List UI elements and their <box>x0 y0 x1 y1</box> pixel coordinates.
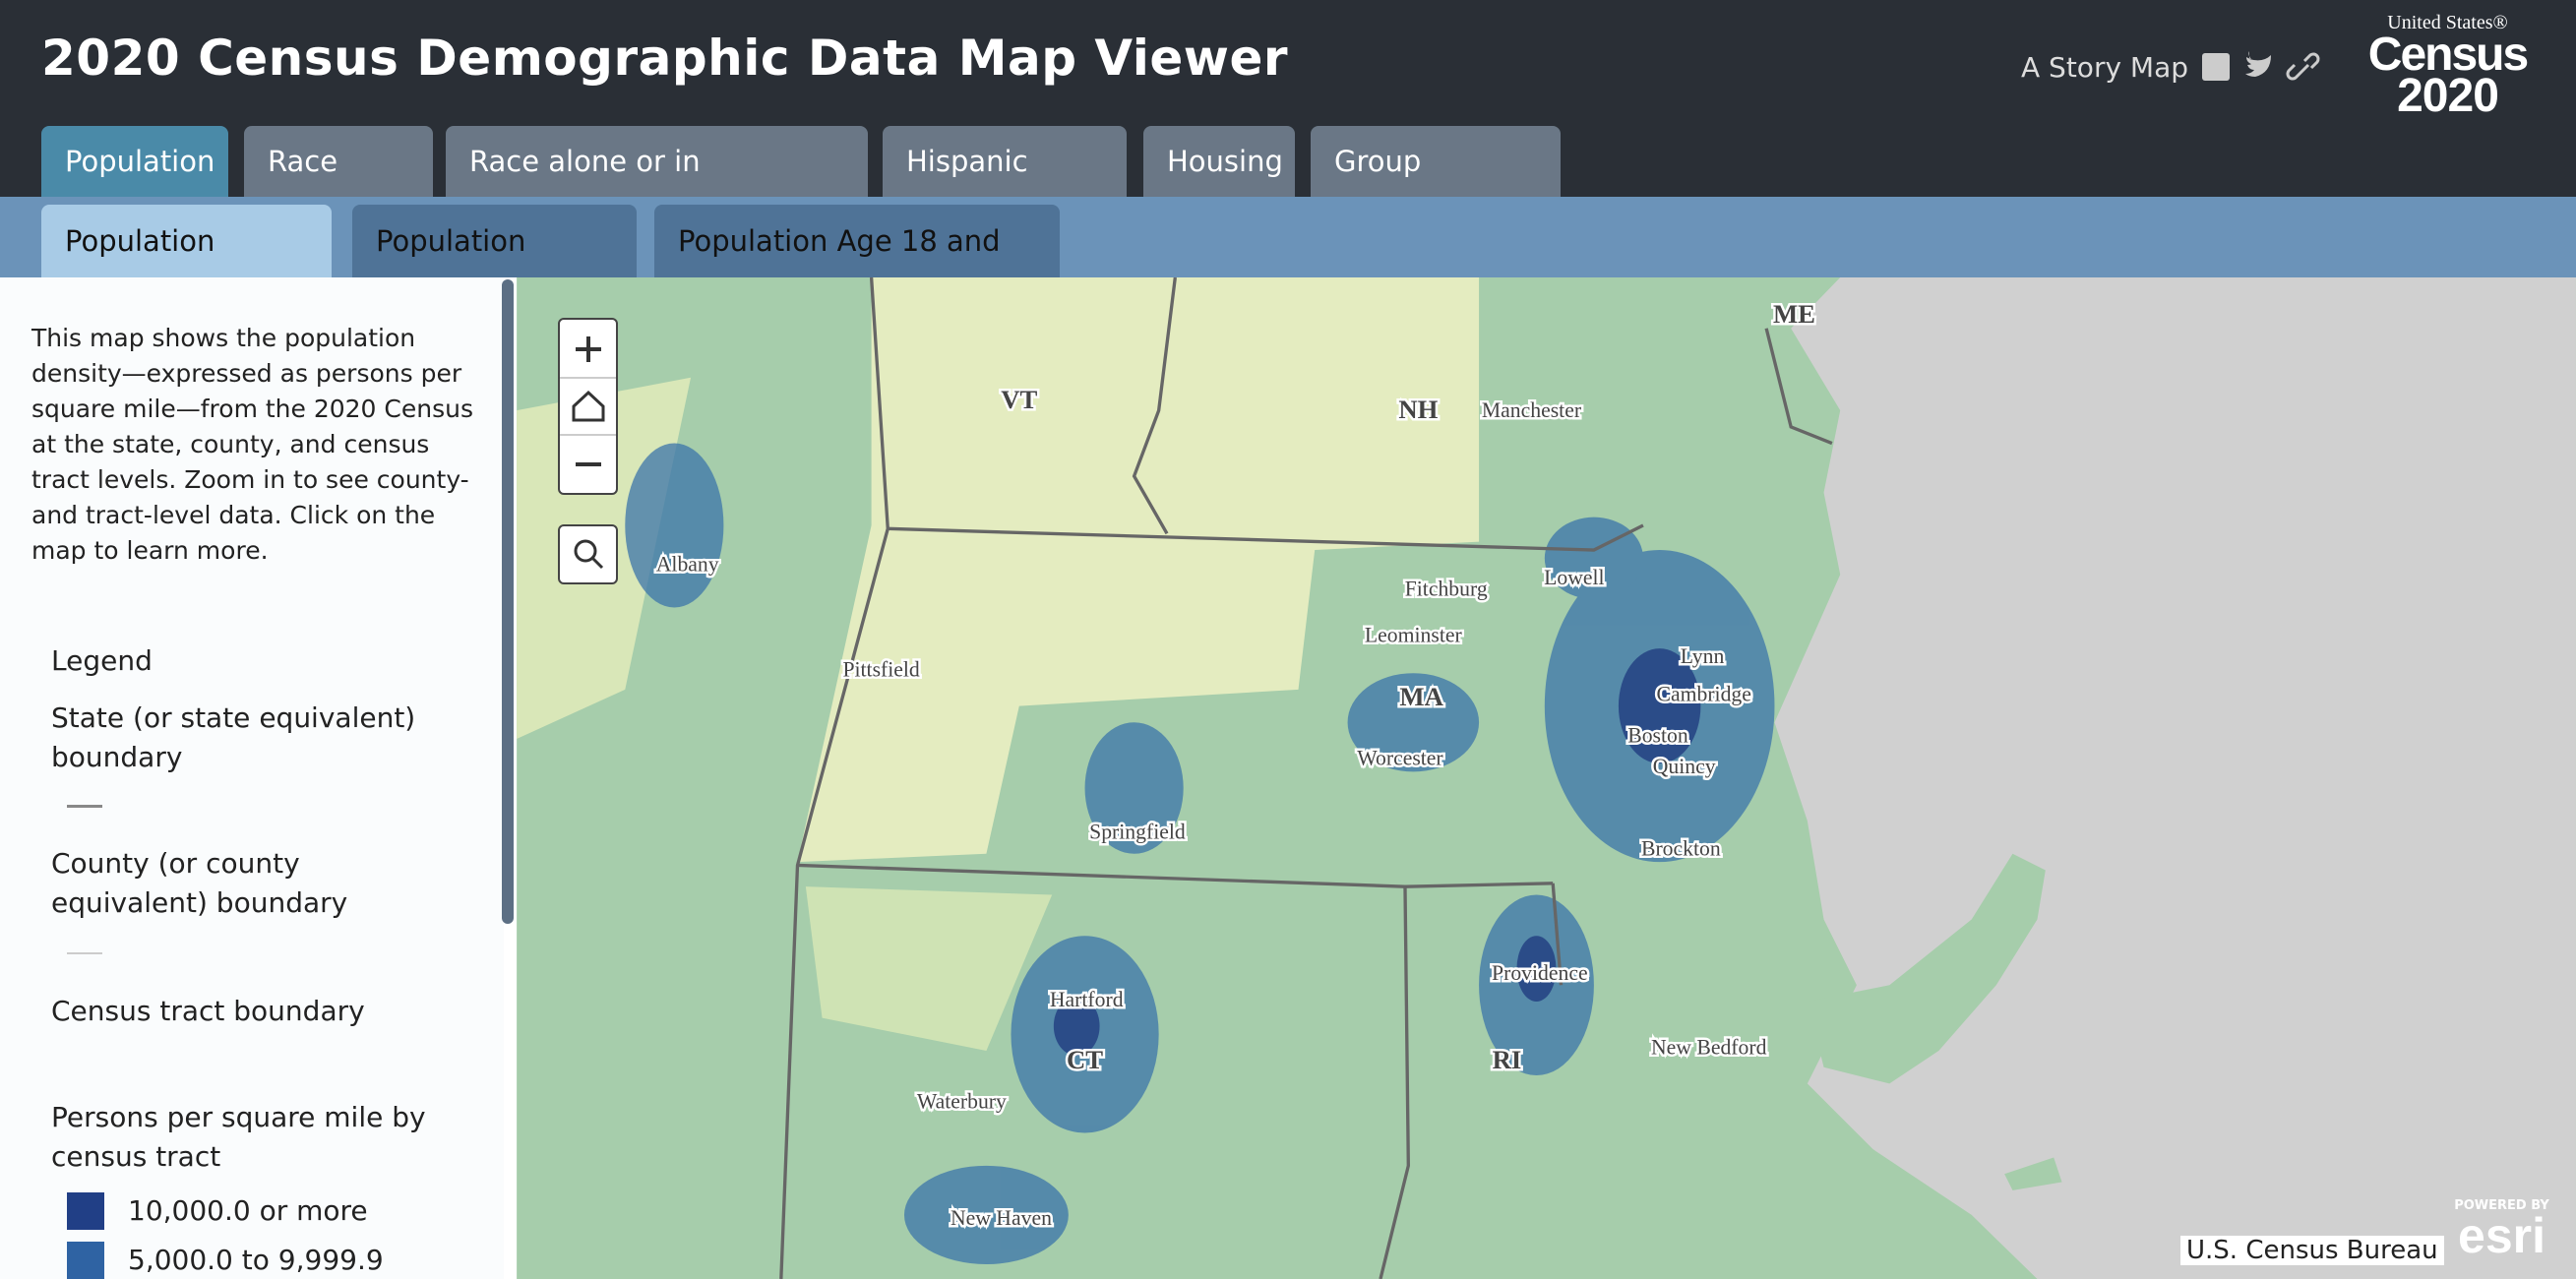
map-label: Albany <box>656 553 719 577</box>
subtab[interactable]: Population Age 18 and Over <box>654 205 1060 331</box>
map-label: Pittsfield <box>842 658 919 682</box>
legend-swatch <box>67 1242 104 1279</box>
map-label: MA <box>1399 682 1443 711</box>
search-icon <box>574 539 604 570</box>
app-title: 2020 Census Demographic Data Map Viewer <box>41 30 1289 87</box>
zoom-controls <box>558 318 618 495</box>
map-label: Waterbury <box>917 1089 1007 1113</box>
tab[interactable]: Hispanic Origin <box>883 126 1127 249</box>
cape-cod <box>1807 853 2046 1084</box>
link-icon[interactable] <box>2286 52 2320 81</box>
map-label: Cambridge <box>1657 683 1751 706</box>
map-label: New Bedford <box>1651 1035 1767 1059</box>
map[interactable]: ME VT NH Manchester Albany Fitchburg Lowell Leo… <box>517 277 2576 1279</box>
map-label: Boston <box>1627 723 1688 747</box>
map-label: Springfield <box>1089 821 1186 844</box>
esri-logo: POWERED BY esri <box>2440 1198 2563 1263</box>
map-label: Quincy <box>1653 755 1716 778</box>
census-logo: United States® Census 2020 <box>2361 12 2534 122</box>
map-label: NH <box>1398 395 1438 424</box>
legend-swatch <box>67 1192 104 1230</box>
island <box>2004 1157 2062 1190</box>
map-label: New Haven <box>951 1206 1052 1230</box>
map-label: Worcester <box>1357 747 1443 770</box>
zoom-icons <box>560 336 616 466</box>
legend-title: Legend <box>51 644 153 677</box>
twitter-icon[interactable] <box>2245 51 2271 77</box>
home[interactable] <box>572 390 605 422</box>
map-label: Hartford <box>1050 988 1124 1011</box>
map-label: Manchester <box>1482 398 1582 422</box>
map-label: Providence <box>1492 961 1588 985</box>
description: This map shows the population density—ex… <box>31 324 473 565</box>
tab[interactable]: Group Quarters <box>1311 126 1561 249</box>
ocean <box>1774 277 2576 1279</box>
map-label: Brockton <box>1641 836 1721 860</box>
facebook-icon[interactable] <box>2202 53 2230 81</box>
subtab[interactable]: Population Change <box>352 205 637 331</box>
map-label: Fitchburg <box>1405 578 1488 601</box>
low-density-region <box>805 886 1053 1052</box>
legend-item-label: 10,000.0 or more <box>128 1194 368 1227</box>
map-label: VT <box>1001 385 1037 414</box>
logo-word: Census <box>2367 29 2529 81</box>
attribution: U.S. Census Bureau <box>2180 1236 2444 1265</box>
map-label: RI <box>1493 1045 1522 1074</box>
social-icons <box>2202 51 2320 81</box>
scrollbar[interactable] <box>502 279 514 924</box>
map-labels: ME VT NH Manchester Albany Fitchburg Lowell Leo… <box>653 297 1817 1233</box>
state-boundaries <box>779 277 1833 1279</box>
legend-label: County (or county equivalent) boundary <box>51 847 348 919</box>
low-density-region <box>797 277 1480 863</box>
map-label: CT <box>1067 1045 1103 1074</box>
logo-top: United States® <box>2387 12 2508 33</box>
map-label: ME <box>1773 299 1815 329</box>
legend-item-label: 5,000.0 to 9,999.9 <box>128 1244 384 1276</box>
tab[interactable]: Race alone or in combination <box>446 126 868 249</box>
story-map-link[interactable]: A Story Map <box>2021 51 2189 84</box>
subtab[interactable]: Population Density <box>41 205 332 331</box>
zoom-in[interactable] <box>576 336 601 362</box>
tab[interactable]: Race alone <box>244 126 433 249</box>
sidebar: This map shows the population density—ex… <box>0 277 504 1279</box>
densest-areas <box>1053 648 1701 1057</box>
tab[interactable]: Population <box>41 126 228 197</box>
county-line-symbol <box>67 952 102 954</box>
legend-label: State (or state equivalent) boundary <box>51 701 416 773</box>
state-line-symbol <box>67 805 102 808</box>
map-label: Lowell <box>1544 566 1604 589</box>
esri-powered: POWERED BY <box>2454 1198 2549 1213</box>
esri-brand: esri <box>2458 1208 2545 1263</box>
legend-label: Persons per square mile by census tract <box>51 1101 426 1173</box>
logo-year: 2020 <box>2397 70 2499 122</box>
map-label: Leominster <box>1365 623 1463 646</box>
tab[interactable]: Housing <box>1143 126 1295 197</box>
legend-label: Census tract boundary <box>51 995 365 1027</box>
search-button[interactable] <box>558 524 618 584</box>
map-label: Lynn <box>1681 644 1725 668</box>
